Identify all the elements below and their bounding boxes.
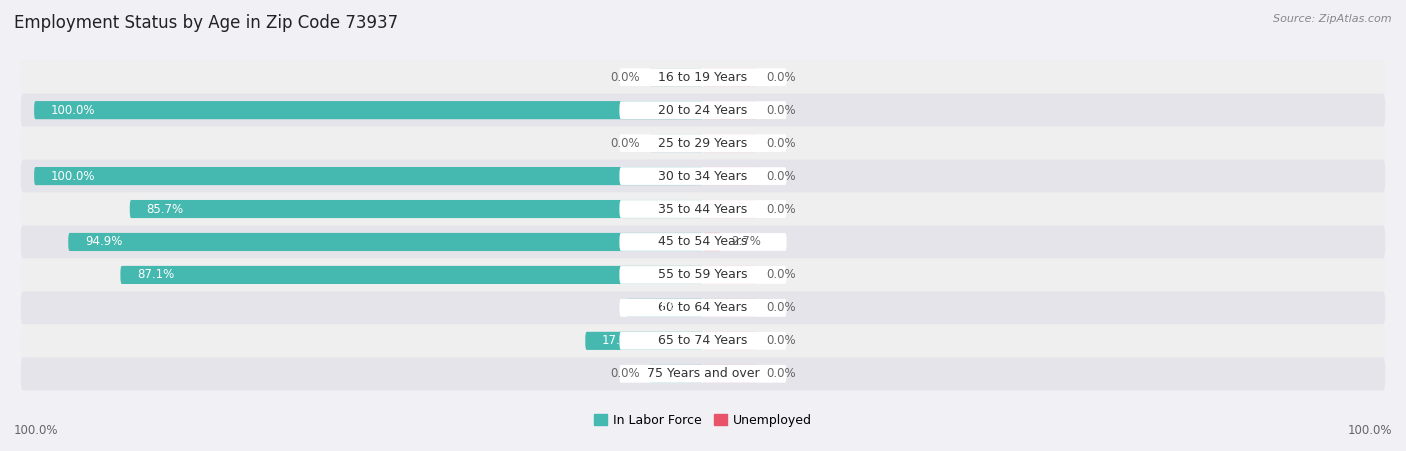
FancyBboxPatch shape [703, 68, 756, 86]
FancyBboxPatch shape [21, 61, 1385, 94]
FancyBboxPatch shape [21, 291, 1385, 324]
Text: 100.0%: 100.0% [1347, 424, 1392, 437]
Text: 0.0%: 0.0% [766, 71, 796, 84]
FancyBboxPatch shape [703, 332, 756, 350]
FancyBboxPatch shape [69, 233, 703, 251]
FancyBboxPatch shape [21, 94, 1385, 127]
Text: 25 to 29 Years: 25 to 29 Years [658, 137, 748, 150]
FancyBboxPatch shape [703, 233, 721, 251]
Text: 87.1%: 87.1% [138, 268, 174, 281]
FancyBboxPatch shape [703, 200, 756, 218]
Text: 45 to 54 Years: 45 to 54 Years [658, 235, 748, 249]
FancyBboxPatch shape [620, 134, 786, 152]
FancyBboxPatch shape [703, 365, 756, 383]
Text: 94.9%: 94.9% [84, 235, 122, 249]
Text: 17.6%: 17.6% [602, 334, 640, 347]
FancyBboxPatch shape [626, 299, 703, 317]
FancyBboxPatch shape [620, 167, 786, 185]
FancyBboxPatch shape [703, 134, 756, 152]
Text: 0.0%: 0.0% [610, 71, 640, 84]
Text: 0.0%: 0.0% [766, 367, 796, 380]
Text: 75 Years and over: 75 Years and over [647, 367, 759, 380]
FancyBboxPatch shape [620, 365, 786, 383]
FancyBboxPatch shape [121, 266, 703, 284]
Text: 85.7%: 85.7% [146, 202, 184, 216]
FancyBboxPatch shape [21, 193, 1385, 226]
FancyBboxPatch shape [620, 332, 786, 350]
Text: 0.0%: 0.0% [766, 202, 796, 216]
Text: 16 to 19 Years: 16 to 19 Years [658, 71, 748, 84]
Text: 0.0%: 0.0% [610, 367, 640, 380]
FancyBboxPatch shape [620, 299, 786, 317]
FancyBboxPatch shape [620, 101, 786, 119]
FancyBboxPatch shape [650, 365, 703, 383]
FancyBboxPatch shape [585, 332, 703, 350]
Text: 100.0%: 100.0% [51, 170, 96, 183]
FancyBboxPatch shape [620, 200, 786, 218]
FancyBboxPatch shape [703, 101, 756, 119]
Text: 100.0%: 100.0% [51, 104, 96, 117]
Text: 65 to 74 Years: 65 to 74 Years [658, 334, 748, 347]
FancyBboxPatch shape [620, 266, 786, 284]
FancyBboxPatch shape [620, 68, 786, 86]
Text: 55 to 59 Years: 55 to 59 Years [658, 268, 748, 281]
Text: 0.0%: 0.0% [766, 301, 796, 314]
Text: 35 to 44 Years: 35 to 44 Years [658, 202, 748, 216]
Text: 60 to 64 Years: 60 to 64 Years [658, 301, 748, 314]
FancyBboxPatch shape [620, 233, 786, 251]
Text: 0.0%: 0.0% [766, 334, 796, 347]
Text: Employment Status by Age in Zip Code 73937: Employment Status by Age in Zip Code 739… [14, 14, 398, 32]
FancyBboxPatch shape [21, 357, 1385, 390]
FancyBboxPatch shape [34, 101, 703, 119]
FancyBboxPatch shape [703, 167, 756, 185]
FancyBboxPatch shape [650, 68, 703, 86]
FancyBboxPatch shape [129, 200, 703, 218]
Text: 0.0%: 0.0% [766, 137, 796, 150]
Text: 30 to 34 Years: 30 to 34 Years [658, 170, 748, 183]
Text: 0.0%: 0.0% [766, 104, 796, 117]
Text: Source: ZipAtlas.com: Source: ZipAtlas.com [1274, 14, 1392, 23]
Text: 0.0%: 0.0% [766, 268, 796, 281]
Text: 11.5%: 11.5% [643, 301, 681, 314]
FancyBboxPatch shape [34, 167, 703, 185]
FancyBboxPatch shape [21, 160, 1385, 193]
FancyBboxPatch shape [21, 324, 1385, 357]
FancyBboxPatch shape [21, 127, 1385, 160]
FancyBboxPatch shape [703, 266, 756, 284]
FancyBboxPatch shape [650, 134, 703, 152]
FancyBboxPatch shape [21, 258, 1385, 291]
Text: 20 to 24 Years: 20 to 24 Years [658, 104, 748, 117]
Text: 0.0%: 0.0% [610, 137, 640, 150]
Text: 2.7%: 2.7% [731, 235, 761, 249]
FancyBboxPatch shape [703, 299, 756, 317]
FancyBboxPatch shape [21, 226, 1385, 258]
Text: 100.0%: 100.0% [14, 424, 59, 437]
Legend: In Labor Force, Unemployed: In Labor Force, Unemployed [589, 409, 817, 432]
Text: 0.0%: 0.0% [766, 170, 796, 183]
